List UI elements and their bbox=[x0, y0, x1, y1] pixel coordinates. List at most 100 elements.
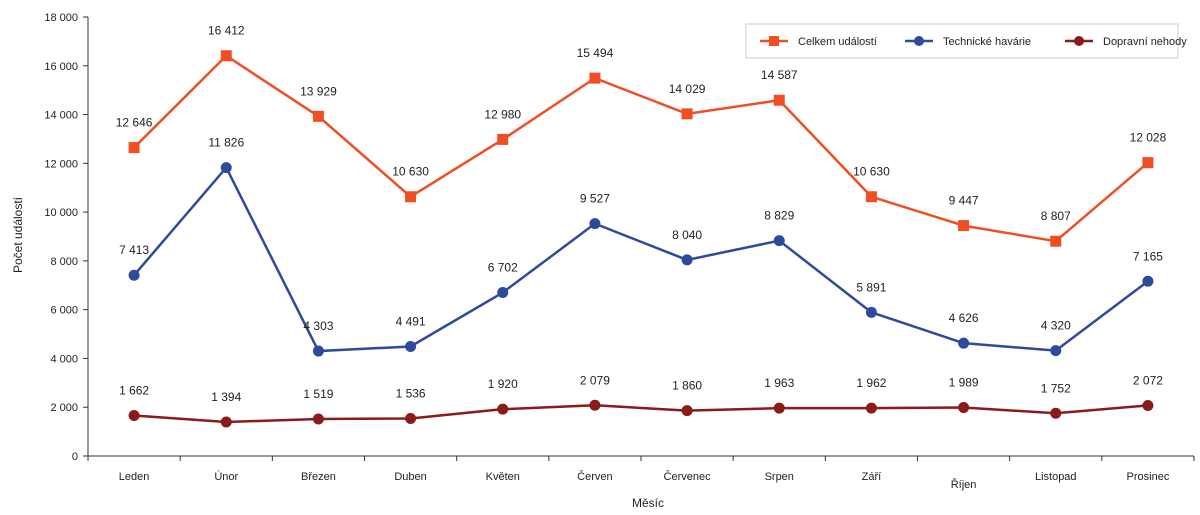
data-label: 14 587 bbox=[761, 68, 798, 82]
data-point bbox=[405, 413, 417, 425]
data-label: 12 980 bbox=[484, 107, 521, 121]
x-tick-label: Duben bbox=[394, 471, 426, 483]
data-point bbox=[773, 235, 785, 247]
data-point bbox=[312, 345, 324, 357]
data-point bbox=[681, 405, 693, 417]
data-point bbox=[865, 402, 877, 414]
data-label: 1 536 bbox=[396, 387, 426, 401]
data-label: 1 752 bbox=[1041, 381, 1071, 395]
series-line bbox=[133, 404, 1149, 424]
data-point bbox=[220, 162, 232, 174]
x-tick-label: Březen bbox=[301, 471, 336, 483]
data-point bbox=[1142, 157, 1154, 169]
legend-marker bbox=[769, 36, 779, 46]
data-point bbox=[1050, 235, 1062, 247]
x-tick-label: Červenec bbox=[664, 470, 712, 483]
data-label: 13 929 bbox=[300, 84, 337, 98]
data-point bbox=[865, 306, 877, 318]
data-point bbox=[220, 416, 232, 428]
y-tick-label: 12 000 bbox=[44, 158, 78, 170]
x-tick-label: Leden bbox=[119, 471, 150, 483]
data-label: 1 519 bbox=[303, 387, 333, 401]
series-line bbox=[133, 54, 1149, 243]
y-tick-label: 6 000 bbox=[50, 305, 78, 317]
data-label: 8 807 bbox=[1041, 209, 1071, 223]
series-line bbox=[133, 165, 1149, 353]
y-axis-title: Počet událostí bbox=[11, 196, 25, 273]
data-label: 8 829 bbox=[764, 209, 794, 223]
x-tick-label: Prosinec bbox=[1127, 471, 1170, 483]
data-point bbox=[773, 402, 785, 414]
data-point bbox=[312, 413, 324, 425]
data-point bbox=[958, 220, 970, 232]
legend-marker bbox=[914, 36, 924, 46]
x-tick-label: Srpen bbox=[765, 471, 794, 483]
y-tick-label: 8 000 bbox=[50, 256, 78, 268]
data-label: 4 320 bbox=[1041, 319, 1071, 333]
data-point bbox=[589, 218, 601, 230]
y-tick-label: 14 000 bbox=[44, 110, 78, 122]
data-point bbox=[128, 142, 140, 154]
data-point bbox=[405, 191, 417, 203]
x-tick-label: Únor bbox=[214, 470, 238, 483]
y-tick-label: 0 bbox=[72, 451, 78, 463]
data-point bbox=[681, 108, 693, 120]
data-point bbox=[1050, 407, 1062, 419]
data-label: 1 989 bbox=[949, 375, 979, 389]
series-layer bbox=[128, 50, 1154, 428]
x-tick-label: Listopad bbox=[1035, 471, 1077, 483]
data-point bbox=[497, 403, 509, 415]
data-point bbox=[1142, 275, 1154, 287]
data-label: 4 491 bbox=[396, 314, 426, 328]
data-point bbox=[128, 269, 140, 281]
data-labels: 12 646 16 412 13 929 10 630 12 980 15 494 14 0… bbox=[116, 24, 1167, 404]
data-point bbox=[312, 110, 324, 122]
data-label: 12 028 bbox=[1130, 131, 1167, 145]
data-point bbox=[958, 401, 970, 413]
data-point bbox=[958, 337, 970, 349]
data-label: 9 527 bbox=[580, 192, 610, 206]
data-point bbox=[128, 409, 140, 421]
data-label: 1 963 bbox=[764, 376, 794, 390]
y-tick-label: 16 000 bbox=[44, 61, 78, 73]
legend-box bbox=[745, 23, 1179, 59]
data-label: 10 630 bbox=[853, 165, 890, 179]
data-point bbox=[589, 72, 601, 84]
data-label: 7 165 bbox=[1133, 249, 1163, 263]
data-point bbox=[405, 340, 417, 352]
data-label: 15 494 bbox=[577, 46, 614, 60]
data-label: 1 860 bbox=[672, 379, 702, 393]
data-label: 10 630 bbox=[392, 165, 429, 179]
data-point bbox=[773, 94, 785, 106]
data-label: 4 626 bbox=[949, 311, 979, 325]
data-label: 1 920 bbox=[488, 377, 518, 391]
data-label: 6 702 bbox=[488, 261, 518, 275]
data-point bbox=[589, 399, 601, 411]
data-point bbox=[497, 133, 509, 145]
data-label: 11 826 bbox=[208, 136, 244, 150]
data-label: 14 029 bbox=[669, 82, 706, 96]
y-tick-label: 18 000 bbox=[44, 12, 78, 24]
data-point bbox=[1142, 399, 1154, 411]
data-point bbox=[865, 191, 877, 203]
legend: Celkem událostí Technické havárie Dopravní… bbox=[745, 23, 1187, 59]
data-point bbox=[497, 287, 509, 299]
data-label: 9 447 bbox=[949, 194, 979, 208]
data-label: 12 646 bbox=[116, 116, 153, 130]
data-label: 1 394 bbox=[211, 390, 241, 404]
data-label: 2 072 bbox=[1133, 373, 1163, 387]
y-tick-label: 10 000 bbox=[44, 207, 78, 219]
data-point bbox=[681, 254, 693, 266]
legend-marker bbox=[1074, 36, 1084, 46]
data-label: 1 962 bbox=[856, 376, 886, 390]
x-tick-label: Říjen bbox=[951, 478, 977, 491]
x-tick-label: Září bbox=[862, 471, 882, 483]
x-tick-label: Červen bbox=[577, 470, 612, 483]
data-label: 16 412 bbox=[208, 24, 245, 38]
legend-label: Dopravní nehody bbox=[1103, 36, 1187, 48]
data-label: 4 303 bbox=[303, 319, 333, 333]
data-label: 1 662 bbox=[119, 383, 149, 397]
data-point bbox=[1050, 345, 1062, 357]
